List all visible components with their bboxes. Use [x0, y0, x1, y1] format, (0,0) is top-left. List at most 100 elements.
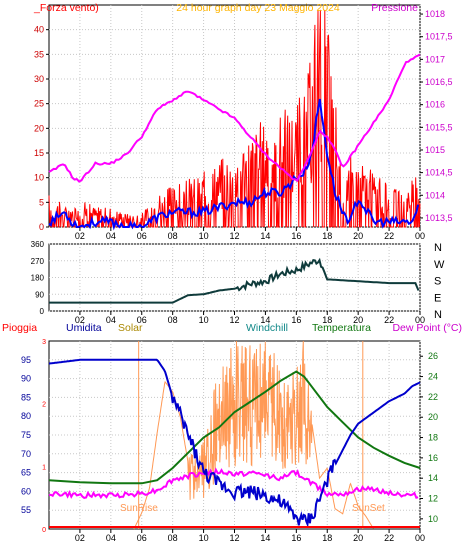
dir-xtick-label: 20	[353, 315, 363, 325]
bot-xtick-label: 14	[260, 533, 270, 543]
top-chart: 05101520253035401013,510141014,510151015…	[33, 2, 453, 241]
dir-ytick-label: 360	[31, 240, 45, 249]
dir-xtick-label: 06	[137, 315, 147, 325]
dir-compass-label: N	[434, 309, 442, 321]
top-ytick-label: 25	[34, 99, 44, 109]
top-y2tick-label: 1013,5	[425, 213, 453, 223]
dir-xtick-label: 10	[199, 315, 209, 325]
chart-title: 24 hour graph day 23 Maggio 2024	[176, 2, 340, 14]
top-ytick-label: 10	[34, 173, 44, 183]
top-xtick-label: 08	[168, 231, 178, 241]
bot-y2tick-label: 22	[428, 392, 438, 402]
top-y2tick-label: 1017,5	[425, 32, 453, 42]
humidity-label: Umidita	[66, 322, 102, 334]
dir-xtick-label: 04	[106, 315, 116, 325]
bot-xtick-label: 18	[322, 533, 332, 543]
dir-xtick-label: 12	[229, 315, 239, 325]
bot-ytick-label: 95	[21, 355, 31, 365]
bot-ytick-label: 60	[21, 486, 31, 496]
top-xtick-label: 20	[353, 231, 363, 241]
dir-ytick-label: 90	[35, 290, 44, 299]
bot-y2tick-label: 10	[428, 514, 438, 524]
temperature-label: Temperatura	[312, 322, 371, 334]
dewpoint-series	[48, 467, 419, 500]
top-xtick-label: 06	[137, 231, 147, 241]
rain-ytick-label: 3	[42, 339, 46, 346]
bot-ytick-label: 65	[21, 468, 31, 478]
bot-ytick-label: 85	[21, 392, 31, 402]
rain-ytick-label: 2	[42, 402, 46, 409]
top-ytick-label: 5	[39, 197, 44, 207]
bot-xtick-label: 10	[199, 533, 209, 543]
bot-y2tick-label: 14	[428, 473, 438, 483]
dir-xtick-label: 02	[75, 315, 85, 325]
dir-compass-label: E	[434, 292, 441, 304]
dewpoint-label: Dew Point (°C)	[392, 322, 462, 334]
dir-compass-label: S	[434, 276, 441, 288]
top-ytick-label: 40	[34, 25, 44, 35]
top-xtick-label: 02	[75, 231, 85, 241]
rain-ytick-label: 0	[42, 527, 46, 534]
windchill-label: Windchill	[246, 322, 288, 334]
top-ytick-label: 35	[34, 49, 44, 59]
bot-xtick-label: 08	[168, 533, 178, 543]
bottom-chart: 5560657075808590950123101214161820222426…	[2, 322, 462, 543]
top-xtick-label: 12	[229, 231, 239, 241]
top-xtick-label: 22	[384, 231, 394, 241]
top-ytick-label: 15	[34, 148, 44, 158]
bot-xtick-label: 12	[229, 533, 239, 543]
bot-ytick-label: 55	[21, 505, 31, 515]
dir-xtick-label: 08	[168, 315, 178, 325]
top-xtick-label: 04	[106, 231, 116, 241]
top-y2tick-label: 1015	[425, 145, 445, 155]
top-ytick-label: 30	[34, 74, 44, 84]
bot-xtick-label: 02	[75, 533, 85, 543]
top-y2tick-label: 1016	[425, 100, 445, 110]
dir-ytick-label: 270	[31, 257, 45, 266]
humidity-series	[48, 358, 421, 529]
dir-xtick-label: 22	[384, 315, 394, 325]
top-ytick-label: 20	[34, 123, 44, 133]
top-xtick-label: 18	[322, 231, 332, 241]
dir-compass-label: N	[434, 242, 442, 254]
bot-xtick-label: 22	[384, 533, 394, 543]
top-xtick-label: 00	[415, 231, 425, 241]
top-y2tick-label: 1016,5	[425, 77, 453, 87]
sunset-annotation: SunSet	[352, 503, 385, 514]
bot-ytick-label: 80	[21, 411, 31, 421]
bot-y2tick-label: 26	[428, 351, 438, 361]
bot-xtick-label: 06	[137, 533, 147, 543]
dir-ytick-label: 0	[40, 307, 45, 316]
bot-xtick-label: 04	[106, 533, 116, 543]
wind-direction-series	[49, 257, 420, 304]
bot-y2tick-label: 18	[428, 433, 438, 443]
top-xtick-label: 10	[199, 231, 209, 241]
wind-axis-label: _Forza vento)	[33, 2, 99, 14]
bot-ytick-label: 90	[21, 374, 31, 384]
top-ytick-label: 0	[39, 222, 44, 232]
bot-xtick-label: 20	[353, 533, 363, 543]
wind-avg-series	[48, 98, 420, 231]
dir-ytick-label: 180	[31, 274, 45, 283]
top-y2tick-label: 1014	[425, 190, 445, 200]
bot-y2tick-label: 24	[428, 372, 438, 382]
bot-y2tick-label: 16	[428, 453, 438, 463]
dir-xtick-label: 00	[415, 315, 425, 325]
bot-ytick-label: 70	[21, 449, 31, 459]
temperature-series	[48, 370, 421, 485]
rain-label: Pioggia	[2, 322, 37, 334]
top-xtick-label: 14	[260, 231, 270, 241]
bot-xtick-label: 16	[291, 533, 301, 543]
top-y2tick-label: 1015,5	[425, 122, 453, 132]
dir-xtick-label: 16	[291, 315, 301, 325]
dir-compass-label: W	[434, 259, 445, 271]
rain-ytick-label: 1	[42, 464, 46, 471]
bot-y2tick-label: 12	[428, 494, 438, 504]
bot-ytick-label: 75	[21, 430, 31, 440]
top-y2tick-label: 1018	[425, 9, 445, 19]
top-xtick-label: 16	[291, 231, 301, 241]
pressure-axis-label: Pressione	[371, 2, 418, 14]
pressure-series	[48, 53, 421, 183]
